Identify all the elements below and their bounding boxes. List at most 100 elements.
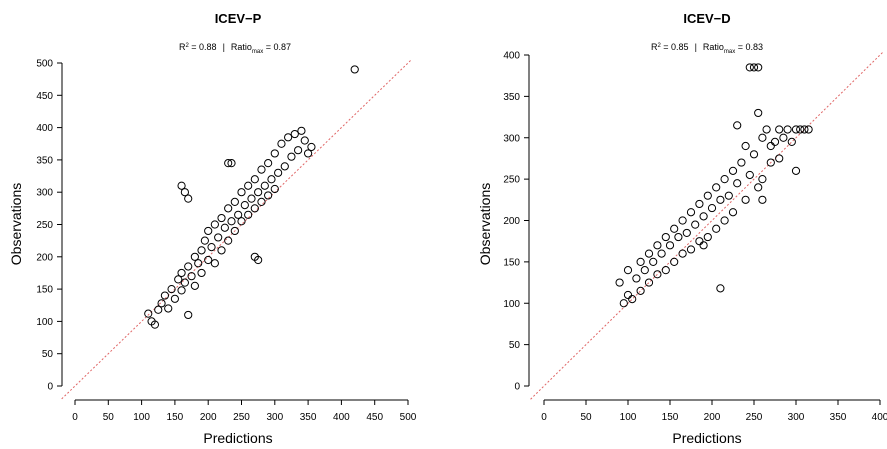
ratio-label: Ratio bbox=[231, 42, 252, 52]
scatter-point bbox=[628, 295, 637, 304]
scatter-point bbox=[254, 255, 263, 265]
scatter-point bbox=[210, 259, 219, 268]
x-tick-label: 250 bbox=[233, 412, 250, 423]
scatter-point bbox=[745, 63, 754, 72]
scatter-point bbox=[766, 141, 775, 151]
scatter-point bbox=[280, 162, 289, 171]
scatter-point bbox=[240, 201, 249, 210]
scatter-point bbox=[270, 149, 279, 158]
scatter-point bbox=[287, 152, 296, 161]
scatter-point bbox=[214, 233, 223, 242]
scatter-point bbox=[636, 257, 645, 266]
x-tick-label: 200 bbox=[200, 412, 217, 423]
scatter-point bbox=[636, 286, 645, 295]
scatter-point bbox=[615, 278, 624, 287]
scatter-point bbox=[160, 291, 170, 300]
scatter-point bbox=[174, 275, 183, 284]
scatter-point bbox=[350, 65, 359, 74]
scatter-point bbox=[244, 181, 253, 190]
scatter-point bbox=[754, 108, 763, 118]
x-tick-label: 150 bbox=[662, 412, 679, 423]
r2-value: = 0.85 bbox=[661, 42, 689, 52]
scatter-point bbox=[284, 133, 293, 142]
x-tick-label: 500 bbox=[400, 412, 417, 423]
scatter-point bbox=[703, 232, 712, 242]
scatter-point bbox=[264, 159, 273, 168]
ratio-label: Ratio bbox=[703, 42, 724, 52]
y-tick-label: 50 bbox=[509, 340, 521, 351]
y-tick-label: 200 bbox=[503, 216, 520, 227]
x-tick-label: 350 bbox=[300, 412, 317, 423]
x-tick-group: 0 50 100 150 200 250 300 350 400 450 500 bbox=[72, 400, 417, 423]
x-tick-label: 100 bbox=[620, 412, 637, 423]
subtitle-separator: | bbox=[223, 42, 225, 52]
scatter-point bbox=[644, 278, 654, 287]
scatter-point bbox=[787, 137, 796, 146]
scatter-point bbox=[791, 166, 801, 175]
x-axis-label: Predictions bbox=[672, 430, 741, 446]
scatter-point bbox=[661, 232, 670, 242]
scatter-point bbox=[307, 142, 316, 152]
x-tick-label: 50 bbox=[103, 412, 115, 423]
y-tick-label: 400 bbox=[503, 51, 520, 62]
scatter-point bbox=[244, 210, 253, 219]
scatter-point bbox=[623, 290, 633, 300]
scatter-point bbox=[184, 194, 193, 203]
x-tick-label: 0 bbox=[541, 412, 547, 423]
x-tick-label: 50 bbox=[580, 412, 592, 423]
scatter-point bbox=[177, 181, 186, 190]
chart-panel-icev-p: ICEV−P R2 = 0.88 | Ratiomax = 0.87 0 50 100 1… bbox=[8, 11, 417, 446]
y-tick-label: 300 bbox=[503, 133, 520, 144]
scatter-point bbox=[737, 158, 746, 167]
scatter-point bbox=[150, 320, 160, 329]
scatter-point bbox=[270, 184, 279, 194]
reference-line bbox=[61, 59, 412, 400]
y-tick-label: 350 bbox=[36, 155, 53, 166]
y-axis-label: Observations bbox=[477, 183, 493, 265]
scatter-point bbox=[791, 125, 801, 134]
scatter-points bbox=[144, 65, 359, 329]
scatter-point bbox=[703, 191, 712, 200]
scatter-point bbox=[247, 194, 256, 203]
scatter-point bbox=[766, 158, 775, 167]
scatter-point bbox=[230, 226, 239, 236]
scatter-point bbox=[157, 299, 166, 308]
scatter-point bbox=[254, 188, 263, 197]
scatter-point bbox=[796, 125, 805, 134]
scatter-point bbox=[260, 181, 269, 190]
scatter-point bbox=[297, 126, 306, 135]
scatter-point bbox=[170, 294, 179, 303]
r2-label: R bbox=[651, 42, 658, 52]
scatter-point bbox=[670, 257, 679, 266]
scatter-point bbox=[204, 255, 213, 265]
scatter-point bbox=[678, 249, 687, 258]
scatter-point bbox=[197, 246, 206, 255]
scatter-point bbox=[800, 125, 809, 134]
ratio-subscript: max bbox=[724, 49, 735, 55]
scatter-point bbox=[779, 133, 788, 142]
chart-title: ICEV−D bbox=[683, 11, 730, 26]
scatter-point bbox=[649, 257, 658, 266]
scatter-point bbox=[653, 270, 662, 279]
chart-panel-icev-d: ICEV−D R2 = 0.85 | Ratiomax = 0.83 0 50 100 1… bbox=[477, 11, 887, 446]
scatter-point bbox=[712, 183, 721, 192]
x-tick-label: 0 bbox=[72, 412, 78, 423]
scatter-point bbox=[190, 252, 199, 261]
scatter-point bbox=[217, 213, 226, 223]
scatter-point bbox=[716, 195, 725, 204]
subtitle-separator: | bbox=[695, 42, 697, 52]
ratio-value: = 0.83 bbox=[735, 42, 763, 52]
scatter-point bbox=[210, 220, 219, 229]
y-tick-label: 100 bbox=[36, 317, 53, 328]
scatter-point bbox=[720, 216, 729, 225]
chart-title: ICEV−P bbox=[215, 11, 262, 26]
y-tick-label: 250 bbox=[503, 175, 520, 186]
scatter-point bbox=[184, 310, 193, 320]
scatter-point bbox=[224, 204, 233, 213]
scatter-point bbox=[194, 259, 203, 268]
scatter-point bbox=[204, 226, 213, 236]
scatter-point bbox=[154, 305, 163, 314]
scatter-point bbox=[783, 125, 792, 134]
scatter-point bbox=[728, 166, 738, 175]
scatter-point bbox=[682, 228, 691, 238]
